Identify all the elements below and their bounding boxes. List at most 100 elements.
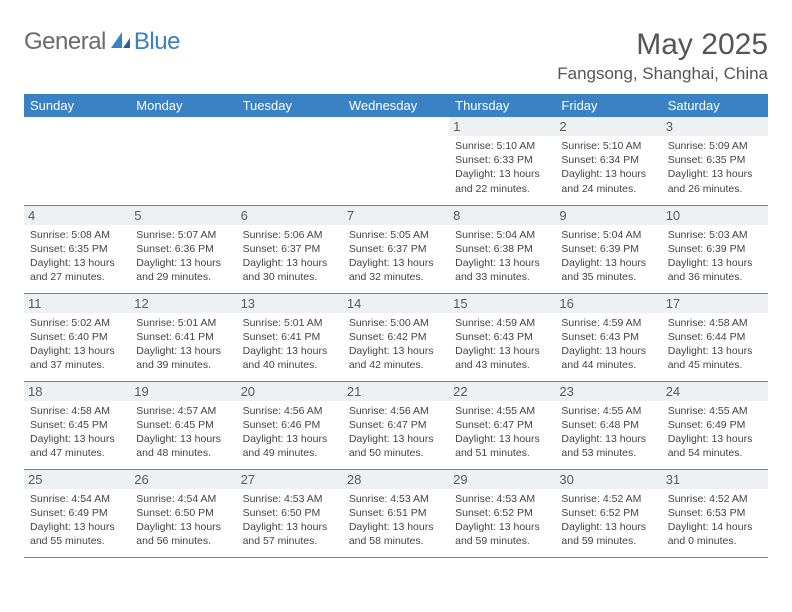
day-info: Sunrise: 4:55 AMSunset: 6:47 PMDaylight:… — [455, 404, 549, 461]
day-info: Sunrise: 4:52 AMSunset: 6:52 PMDaylight:… — [561, 492, 655, 549]
day-info: Sunrise: 4:59 AMSunset: 6:43 PMDaylight:… — [561, 316, 655, 373]
day-number: 8 — [449, 206, 555, 225]
weekday-header: Saturday — [662, 94, 768, 117]
day-number: 21 — [343, 382, 449, 401]
calendar-day-cell: 10 Sunrise: 5:03 AMSunset: 6:39 PMDayligh… — [662, 205, 768, 293]
calendar-day-cell: 29Sunrise: 4:53 AMSunset: 6:52 PMDayligh… — [449, 469, 555, 557]
day-number: 14 — [343, 294, 449, 313]
calendar-day-cell: 15Sunrise: 4:59 AMSunset: 6:43 PMDayligh… — [449, 293, 555, 381]
day-number: 2 — [555, 117, 661, 136]
calendar-day-cell: 26Sunrise: 4:54 AMSunset: 6:50 PMDayligh… — [130, 469, 236, 557]
weekday-header: Monday — [130, 94, 236, 117]
sail-icon — [110, 30, 132, 55]
calendar-day-cell: 18 Sunrise: 4:58 AMSunset: 6:45 PMDayligh… — [24, 381, 130, 469]
calendar-empty-cell — [237, 117, 343, 205]
day-info: Sunrise: 5:01 AMSunset: 6:41 PMDaylight:… — [136, 316, 230, 373]
day-number: 24 — [662, 382, 768, 401]
brand-logo: General Blue — [24, 28, 180, 56]
calendar-day-cell: 27Sunrise: 4:53 AMSunset: 6:50 PMDayligh… — [237, 469, 343, 557]
day-number: 20 — [237, 382, 343, 401]
day-info: Sunrise: 4:56 AMSunset: 6:47 PMDaylight:… — [349, 404, 443, 461]
calendar-day-cell: 24 Sunrise: 4:55 AMSunset: 6:49 PMDayligh… — [662, 381, 768, 469]
day-number: 16 — [555, 294, 661, 313]
calendar-week-row: 1 Sunrise: 5:10 AMSunset: 6:33 PMDaylight… — [24, 117, 768, 205]
day-number: 31 — [662, 470, 768, 489]
calendar-week-row: 11Sunrise: 5:02 AMSunset: 6:40 PMDayligh… — [24, 293, 768, 381]
day-info: Sunrise: 4:54 AMSunset: 6:49 PMDaylight:… — [30, 492, 124, 549]
day-number: 13 — [237, 294, 343, 313]
day-info: Sunrise: 5:04 AMSunset: 6:38 PMDaylight:… — [455, 228, 549, 285]
calendar-day-cell: 22Sunrise: 4:55 AMSunset: 6:47 PMDayligh… — [449, 381, 555, 469]
calendar-day-cell: 8 Sunrise: 5:04 AMSunset: 6:38 PMDaylight… — [449, 205, 555, 293]
calendar-empty-cell — [343, 117, 449, 205]
day-info: Sunrise: 4:53 AMSunset: 6:52 PMDaylight:… — [455, 492, 549, 549]
weekday-header: Sunday — [24, 94, 130, 117]
day-info: Sunrise: 4:56 AMSunset: 6:46 PMDaylight:… — [243, 404, 337, 461]
calendar-day-cell: 31 Sunrise: 4:52 AMSunset: 6:53 PMDayligh… — [662, 469, 768, 557]
day-info: Sunrise: 4:53 AMSunset: 6:50 PMDaylight:… — [243, 492, 337, 549]
location-text: Fangsong, Shanghai, China — [557, 64, 768, 84]
day-info: Sunrise: 5:01 AMSunset: 6:41 PMDaylight:… — [243, 316, 337, 373]
calendar-day-cell: 20 Sunrise: 4:56 AMSunset: 6:46 PMDayligh… — [237, 381, 343, 469]
day-number: 1 — [449, 117, 555, 136]
calendar-day-cell: 1 Sunrise: 5:10 AMSunset: 6:33 PMDaylight… — [449, 117, 555, 205]
day-info: Sunrise: 4:55 AMSunset: 6:49 PMDaylight:… — [668, 404, 762, 461]
day-info: Sunrise: 4:58 AMSunset: 6:45 PMDaylight:… — [30, 404, 124, 461]
calendar-day-cell: 6 Sunrise: 5:06 AMSunset: 6:37 PMDaylight… — [237, 205, 343, 293]
title-block: May 2025 Fangsong, Shanghai, China — [557, 28, 768, 84]
calendar-day-cell: 4Sunrise: 5:08 AMSunset: 6:35 PMDaylight… — [24, 205, 130, 293]
calendar-week-row: 25 Sunrise: 4:54 AMSunset: 6:49 PMDayligh… — [24, 469, 768, 557]
calendar-day-cell: 3 Sunrise: 5:09 AMSunset: 6:35 PMDaylight… — [662, 117, 768, 205]
day-number: 12 — [130, 294, 236, 313]
day-number: 10 — [662, 206, 768, 225]
day-info: Sunrise: 4:58 AMSunset: 6:44 PMDaylight:… — [668, 316, 762, 373]
calendar-body: 1 Sunrise: 5:10 AMSunset: 6:33 PMDaylight… — [24, 117, 768, 557]
day-number: 25 — [24, 470, 130, 489]
day-info: Sunrise: 5:07 AMSunset: 6:36 PMDaylight:… — [136, 228, 230, 285]
calendar-day-cell: 7Sunrise: 5:05 AMSunset: 6:37 PMDaylight… — [343, 205, 449, 293]
day-info: Sunrise: 5:00 AMSunset: 6:42 PMDaylight:… — [349, 316, 443, 373]
calendar-day-cell: 14 Sunrise: 5:00 AMSunset: 6:42 PMDayligh… — [343, 293, 449, 381]
calendar-week-row: 18 Sunrise: 4:58 AMSunset: 6:45 PMDayligh… — [24, 381, 768, 469]
day-info: Sunrise: 5:08 AMSunset: 6:35 PMDaylight:… — [30, 228, 124, 285]
calendar-header-row: SundayMondayTuesdayWednesdayThursdayFrid… — [24, 94, 768, 117]
weekday-header: Tuesday — [237, 94, 343, 117]
day-number: 3 — [662, 117, 768, 136]
calendar-day-cell: 13 Sunrise: 5:01 AMSunset: 6:41 PMDayligh… — [237, 293, 343, 381]
calendar-day-cell: 17 Sunrise: 4:58 AMSunset: 6:44 PMDayligh… — [662, 293, 768, 381]
day-info: Sunrise: 5:10 AMSunset: 6:34 PMDaylight:… — [561, 139, 655, 196]
calendar-day-cell: 2 Sunrise: 5:10 AMSunset: 6:34 PMDaylight… — [555, 117, 661, 205]
day-number: 5 — [130, 206, 236, 225]
day-number: 23 — [555, 382, 661, 401]
day-number: 6 — [237, 206, 343, 225]
weekday-header: Friday — [555, 94, 661, 117]
calendar-day-cell: 19Sunrise: 4:57 AMSunset: 6:45 PMDayligh… — [130, 381, 236, 469]
day-number: 17 — [662, 294, 768, 313]
day-info: Sunrise: 5:03 AMSunset: 6:39 PMDaylight:… — [668, 228, 762, 285]
calendar-table: SundayMondayTuesdayWednesdayThursdayFrid… — [24, 94, 768, 558]
brand-part2: Blue — [134, 28, 180, 56]
calendar-page: General Blue May 2025 Fangsong, Shanghai… — [0, 0, 792, 578]
day-info: Sunrise: 4:57 AMSunset: 6:45 PMDaylight:… — [136, 404, 230, 461]
day-number: 7 — [343, 206, 449, 225]
calendar-day-cell: 21 Sunrise: 4:56 AMSunset: 6:47 PMDayligh… — [343, 381, 449, 469]
day-info: Sunrise: 4:55 AMSunset: 6:48 PMDaylight:… — [561, 404, 655, 461]
day-info: Sunrise: 5:10 AMSunset: 6:33 PMDaylight:… — [455, 139, 549, 196]
calendar-day-cell: 16 Sunrise: 4:59 AMSunset: 6:43 PMDayligh… — [555, 293, 661, 381]
weekday-header: Thursday — [449, 94, 555, 117]
page-header: General Blue May 2025 Fangsong, Shanghai… — [24, 28, 768, 84]
day-info: Sunrise: 5:04 AMSunset: 6:39 PMDaylight:… — [561, 228, 655, 285]
calendar-day-cell: 9Sunrise: 5:04 AMSunset: 6:39 PMDaylight… — [555, 205, 661, 293]
calendar-empty-cell — [24, 117, 130, 205]
day-info: Sunrise: 4:52 AMSunset: 6:53 PMDaylight:… — [668, 492, 762, 549]
day-info: Sunrise: 5:06 AMSunset: 6:37 PMDaylight:… — [243, 228, 337, 285]
weekday-header: Wednesday — [343, 94, 449, 117]
day-info: Sunrise: 5:02 AMSunset: 6:40 PMDaylight:… — [30, 316, 124, 373]
calendar-day-cell: 28Sunrise: 4:53 AMSunset: 6:51 PMDayligh… — [343, 469, 449, 557]
day-number: 30 — [555, 470, 661, 489]
brand-part1: General — [24, 28, 106, 56]
calendar-day-cell: 12 Sunrise: 5:01 AMSunset: 6:41 PMDayligh… — [130, 293, 236, 381]
day-info: Sunrise: 5:09 AMSunset: 6:35 PMDaylight:… — [668, 139, 762, 196]
day-number: 18 — [24, 382, 130, 401]
calendar-day-cell: 23 Sunrise: 4:55 AMSunset: 6:48 PMDayligh… — [555, 381, 661, 469]
